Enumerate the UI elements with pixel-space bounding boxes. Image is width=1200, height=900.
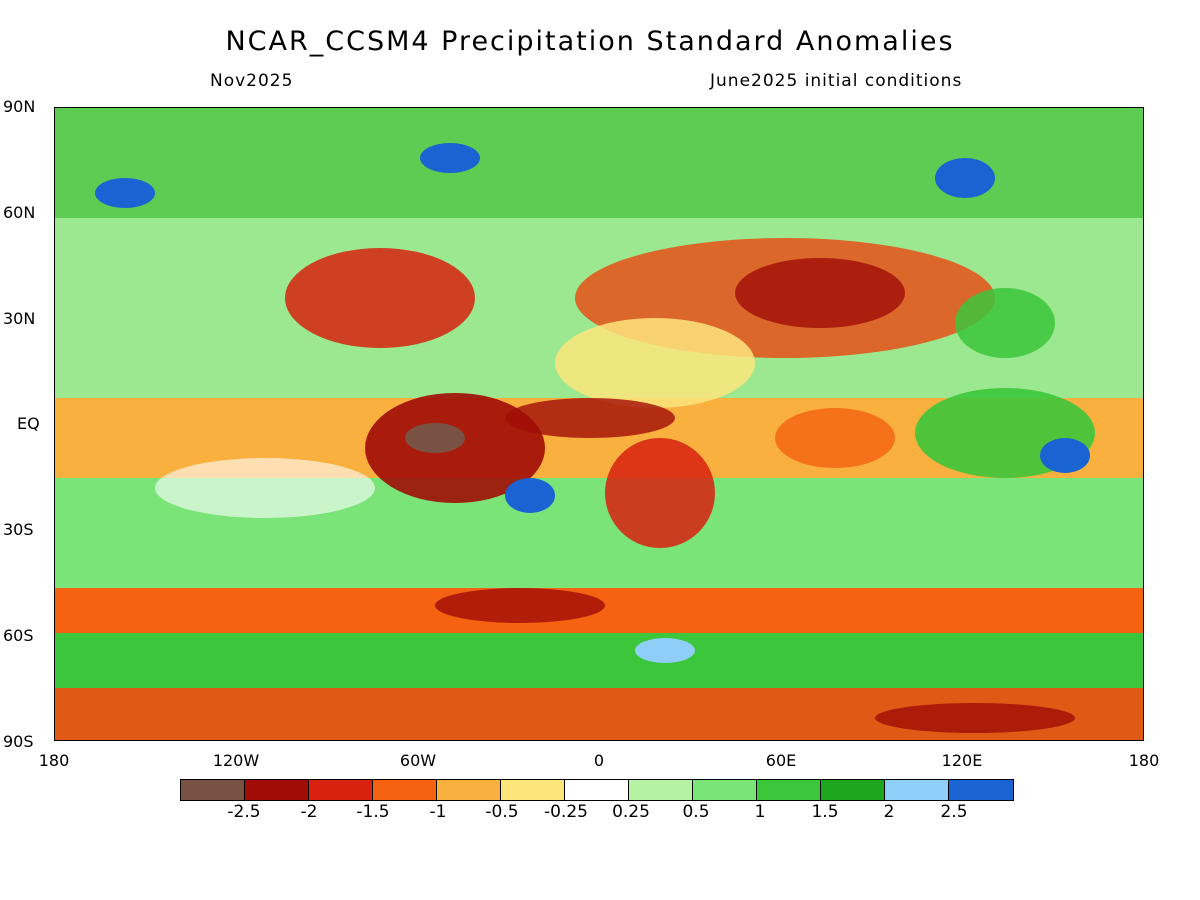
anomaly-map: [54, 107, 1144, 741]
lat-label-eq: EQ: [17, 414, 40, 433]
legend-tick: 0.25: [612, 802, 650, 822]
anomaly-brazil-wet: [505, 478, 555, 513]
lat-label-90n: 90N: [3, 97, 36, 116]
anomaly-southern-ocean-core: [435, 588, 605, 623]
legend-tick: -2.5: [227, 802, 261, 822]
anomaly-antarctica-dry: [875, 703, 1075, 733]
anomaly-greenland-wet: [420, 143, 480, 173]
legend-swatch: [245, 780, 309, 800]
lon-label-180e: 180: [1128, 751, 1160, 770]
legend-swatch: [821, 780, 885, 800]
legend-swatch: [885, 780, 949, 800]
lon-label-180w: 180: [38, 751, 70, 770]
anomaly-gulf-of-guinea: [505, 398, 675, 438]
lon-label-0: 0: [593, 751, 605, 770]
lat-label-60n: 60N: [3, 203, 36, 222]
lat-label-60s: 60S: [3, 626, 34, 645]
lat-label-30n: 30N: [3, 309, 36, 328]
legend-tick: -1: [429, 802, 447, 822]
anomaly-east-asia: [955, 288, 1055, 358]
anomaly-south-pacific: [155, 458, 375, 518]
legend-swatch: [181, 780, 245, 800]
legend-tick: -2: [300, 802, 318, 822]
anomaly-southern-africa: [605, 438, 715, 548]
anomaly-western-us: [285, 248, 475, 348]
legend-swatch: [373, 780, 437, 800]
anomaly-antarctic-wet: [635, 638, 695, 663]
legend-tick: -1.5: [356, 802, 390, 822]
valid-month-label: Nov2025: [210, 71, 294, 91]
legend-swatch: [757, 780, 821, 800]
legend-swatch: [437, 780, 501, 800]
anomaly-alaska-wet: [95, 178, 155, 208]
lon-label-60e: 60E: [765, 751, 797, 770]
init-conditions-label: June2025 initial conditions: [710, 71, 963, 91]
color-legend: [180, 779, 1014, 801]
chart-title: NCAR_CCSM4 Precipitation Standard Anomal…: [225, 26, 955, 57]
legend-swatch: [309, 780, 373, 800]
lat-label-30s: 30S: [3, 520, 34, 539]
legend-tick: 2.5: [940, 802, 968, 822]
legend-tick: 1: [754, 802, 766, 822]
legend-swatch: [629, 780, 693, 800]
lon-label-120e: 120E: [941, 751, 983, 770]
lon-label-60w: 60W: [399, 751, 437, 770]
anomaly-siberia-wet: [935, 158, 995, 198]
anomaly-eurasia-core: [735, 258, 905, 328]
legend-tick: -0.5: [485, 802, 519, 822]
legend-swatch: [565, 780, 629, 800]
lat-label-90s: 90S: [3, 732, 34, 751]
legend-tick: -0.25: [544, 802, 588, 822]
lon-label-120w: 120W: [212, 751, 260, 770]
antarctic-margin-band: [55, 633, 1143, 688]
legend-tick: 0.5: [682, 802, 710, 822]
legend-tick: 2: [883, 802, 895, 822]
legend-swatch: [501, 780, 565, 800]
legend-swatch: [693, 780, 757, 800]
anomaly-north-africa: [555, 318, 755, 408]
anomaly-new-guinea-wet: [1040, 438, 1090, 473]
legend-swatch: [949, 780, 1013, 800]
anomaly-amazon-core: [405, 423, 465, 453]
anomaly-indian-ocean: [775, 408, 895, 468]
legend-tick: 1.5: [811, 802, 839, 822]
